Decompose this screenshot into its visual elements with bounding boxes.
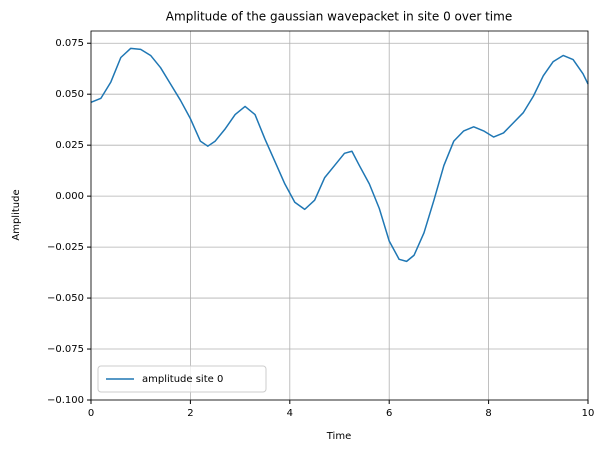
x-tick-label: 4 [287,408,293,419]
legend-box [97,365,267,393]
y-tick-label: −0.075 [47,344,84,355]
x-tick-label: 10 [582,408,595,419]
x-tick-label: 0 [88,408,94,419]
y-tick-label: 0.000 [55,191,84,202]
x-tick-label: 8 [485,408,491,419]
plot-frame [90,30,589,401]
y-axis-label: Amplitude [11,189,22,240]
x-axis-label: Time [326,431,351,442]
legend-label: amplitude site 0 [142,374,223,385]
y-tick-label: −0.050 [47,293,84,304]
y-tick-label: 0.075 [55,38,84,49]
y-tick-label: −0.100 [47,395,84,406]
x-tick-label: 6 [386,408,392,419]
data-line [90,47,589,263]
chart-title: Amplitude of the gaussian wavepacket in … [166,10,512,24]
y-tick-label: 0.050 [55,89,84,100]
y-tick-label: −0.025 [47,242,84,253]
y-tick-label: 0.025 [55,140,84,151]
x-tick-label: 2 [187,408,193,419]
